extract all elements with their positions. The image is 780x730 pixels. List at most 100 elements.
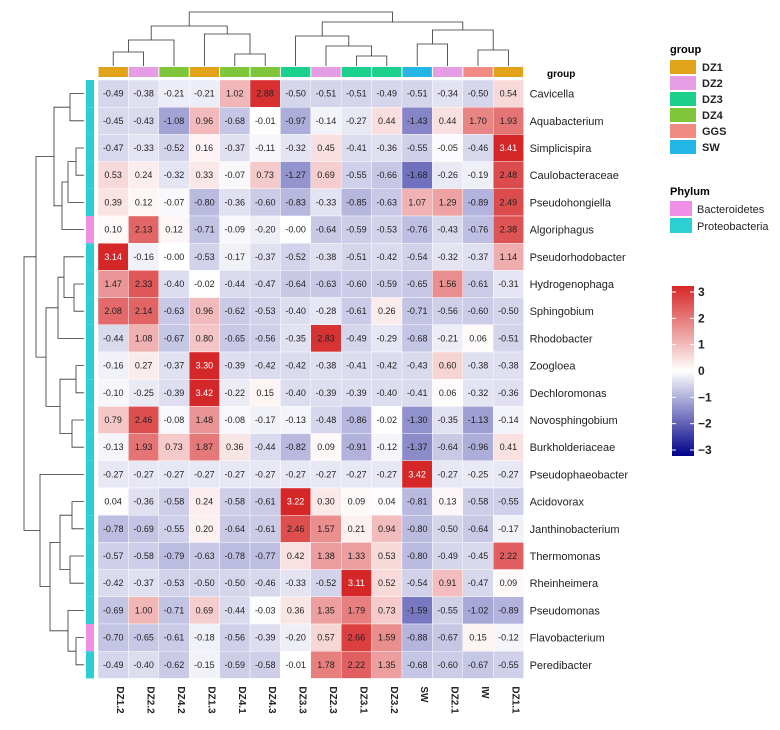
heatmap-cell [188, 297, 220, 326]
cell-value-label: -0.08 [225, 415, 246, 425]
cell-value-label: 1.70 [469, 116, 487, 126]
cell-value-label: -0.41 [346, 143, 367, 153]
heatmap-cell [219, 379, 251, 407]
heatmap-cell [341, 515, 372, 543]
cell-value-label: -0.12 [498, 633, 519, 643]
cell-value-label: 0.09 [348, 497, 366, 507]
phylum-annotation-cell [86, 80, 94, 108]
column-label: IW [479, 686, 490, 699]
cell-value-label: 0.24 [196, 497, 214, 507]
cell-value-label: 1.87 [196, 442, 214, 452]
cell-value-label: -0.01 [255, 116, 276, 126]
cell-value-label: 1.29 [439, 197, 457, 207]
group-annotation-bar [98, 67, 524, 77]
heatmap-cell [493, 596, 524, 625]
heatmap-cell [341, 542, 372, 570]
cell-value-label: -0.14 [316, 116, 337, 126]
cell-value-label: -0.60 [437, 660, 458, 670]
heatmap-cell [219, 215, 251, 244]
cell-value-label: -0.02 [194, 279, 215, 289]
heatmap-cell [158, 515, 190, 543]
heatmap-cell [341, 351, 372, 380]
cell-value-label: -0.78 [225, 551, 246, 561]
heatmap-cell [280, 215, 311, 244]
heatmap-cell [249, 106, 281, 135]
dendrogram-branch [234, 53, 266, 66]
cell-value-label: -0.40 [164, 279, 185, 289]
heatmap-cell [249, 134, 281, 162]
cell-value-label: -0.45 [468, 551, 489, 561]
cell-value-label: 2.33 [135, 279, 153, 289]
cell-value-label: -0.61 [346, 306, 367, 316]
cell-value-label: -0.47 [103, 143, 124, 153]
cell-value-label: 0.15 [469, 633, 487, 643]
phylum-legend-swatch [670, 201, 692, 216]
heatmap-cell [158, 161, 190, 190]
row-label: Pseudorhodobacter [530, 252, 626, 264]
heatmap-cell [493, 161, 524, 190]
cell-value-label: -0.21 [164, 89, 185, 99]
cell-value-label: -0.63 [316, 279, 337, 289]
cell-value-label: 0.27 [135, 361, 153, 371]
group-annotation-cell [250, 67, 280, 77]
heatmap-cell [432, 215, 463, 244]
cell-value-label: 2.22 [500, 551, 518, 561]
heatmap-cell [493, 487, 524, 516]
group-legend-label: DZ3 [702, 94, 723, 106]
heatmap-cell [401, 433, 433, 462]
cell-value-label: -0.46 [255, 578, 276, 588]
heatmap-cell [188, 215, 220, 244]
cell-value-label: -0.31 [498, 279, 519, 289]
cell-value-label: -0.89 [498, 605, 519, 615]
cell-value-label: 0.60 [439, 361, 457, 371]
cell-value-label: -0.27 [103, 469, 124, 479]
heatmap-cell [158, 324, 190, 353]
heatmap-cell [341, 487, 372, 516]
cell-value-label: -0.08 [164, 415, 185, 425]
cell-value-label: -0.12 [377, 442, 398, 452]
heatmap-cell [493, 215, 524, 244]
heatmap-cell [341, 215, 372, 244]
cell-value-label: 2.66 [348, 633, 366, 643]
heatmap-cell [401, 106, 433, 135]
heatmap-cell [97, 134, 129, 162]
dendrogram-branch [321, 21, 464, 36]
heatmap-cell [341, 433, 372, 462]
cell-value-label: -0.63 [194, 551, 215, 561]
heatmap-cell [158, 569, 190, 597]
heatmap-cell [249, 460, 281, 489]
phylum-annotation-cell [86, 324, 94, 352]
cell-value-label: -0.58 [133, 551, 154, 561]
heatmap-cell [249, 188, 281, 217]
heatmap-cell [432, 460, 463, 489]
cell-value-label: -1.43 [407, 116, 428, 126]
cell-value-label: -0.56 [225, 633, 246, 643]
heatmap-cell [249, 242, 281, 271]
cell-value-label: -0.53 [255, 306, 276, 316]
heatmap-cell [432, 542, 463, 570]
heatmap-cell [128, 242, 159, 271]
cell-value-label: -0.53 [377, 225, 398, 235]
cell-value-label: 0.20 [196, 524, 214, 534]
heatmap-cell [188, 487, 220, 516]
cell-value-label: -0.27 [285, 469, 306, 479]
heatmap-cell [280, 270, 311, 298]
cell-value-label: -0.60 [255, 197, 276, 207]
cell-value-label: -0.57 [103, 551, 124, 561]
heatmap-cell [341, 324, 372, 353]
cell-value-label: -0.67 [468, 660, 489, 670]
cell-value-label: -0.29 [377, 333, 398, 343]
row-dendrogram [23, 93, 84, 666]
heatmap-cell [341, 406, 372, 434]
group-legend-label: DZ1 [702, 62, 723, 74]
color-scale-tick-label: 0 [698, 364, 705, 378]
cell-value-label: -0.50 [468, 89, 489, 99]
heatmap-cell [310, 542, 342, 570]
group-legend-swatch [670, 60, 696, 74]
heatmap-cell [188, 270, 220, 298]
cell-value-label: 1.14 [500, 252, 518, 262]
heatmap-cell [341, 651, 372, 679]
cell-value-label: -0.46 [468, 143, 489, 153]
cell-value-label: -0.36 [377, 143, 398, 153]
cell-value-label: 0.04 [378, 497, 396, 507]
